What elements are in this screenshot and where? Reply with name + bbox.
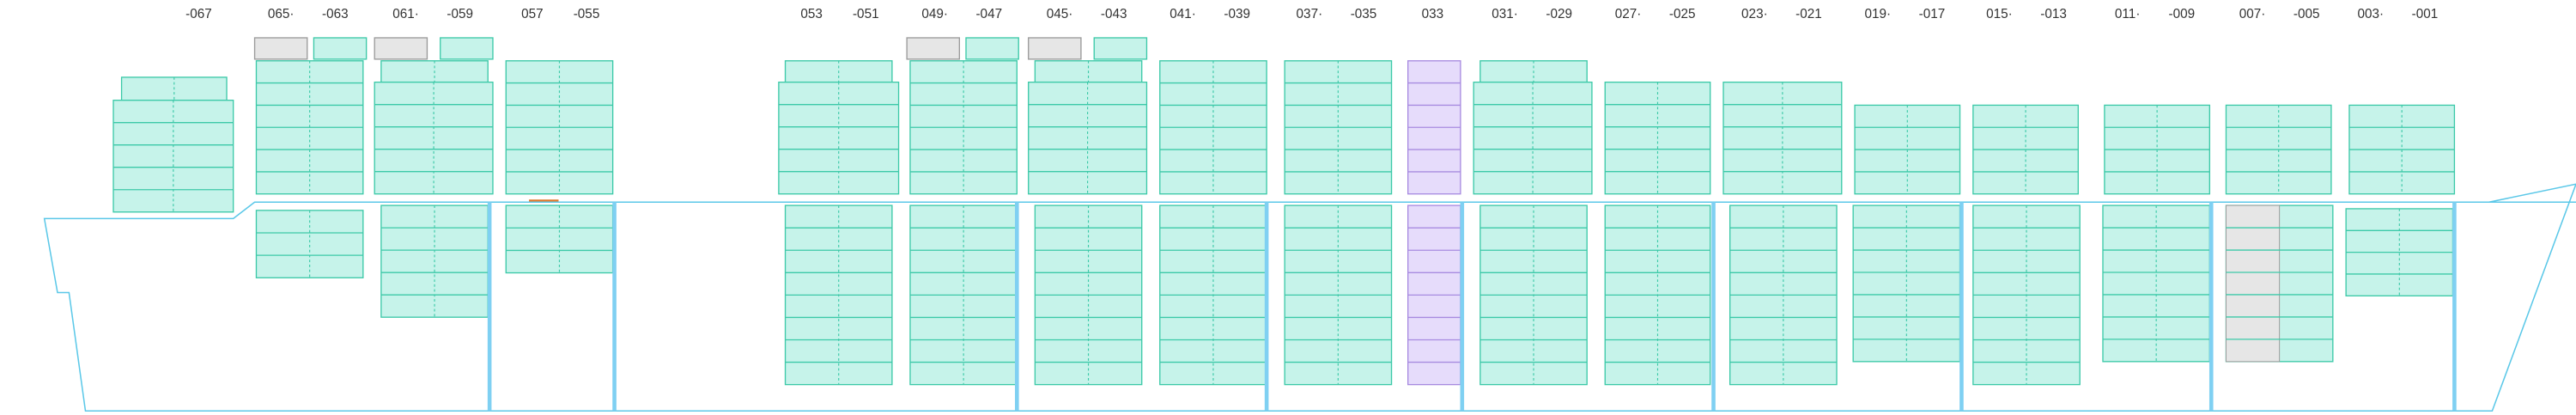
container-stack (1093, 37, 1148, 60)
bay-label: -029 (1546, 7, 1572, 21)
bay-label: -001 (2412, 7, 2439, 21)
bay-label: -059 (447, 7, 473, 21)
bay-label: 031· (1492, 7, 1518, 21)
empty-slot (2225, 204, 2281, 363)
bay-label: 011· (2115, 7, 2140, 21)
bay-label: 023· (1741, 7, 1768, 21)
bay-label: -013 (2040, 7, 2067, 21)
container-stack (253, 37, 308, 60)
bay-label: 061· (392, 7, 419, 21)
bay-label: -005 (2293, 7, 2320, 21)
bay-label: -063 (322, 7, 349, 21)
bay-label: 027· (1615, 7, 1642, 21)
container-stack (313, 37, 368, 60)
bay-label: 065· (268, 7, 295, 21)
bay-label: 041· (1170, 7, 1196, 21)
bay-label: 049· (921, 7, 948, 21)
container-stack (440, 37, 494, 60)
container-stack (906, 37, 961, 60)
bay-label: -043 (1101, 7, 1127, 21)
bay-label: 033 (1422, 7, 1444, 21)
hull-outline (43, 183, 2576, 412)
bay-label: -047 (975, 7, 1002, 21)
container-stack (965, 37, 1019, 60)
bay-label: -051 (853, 7, 879, 21)
container-stack (1852, 204, 1961, 363)
bay-label: 053 (800, 7, 823, 21)
bay-label: 019· (1865, 7, 1892, 21)
bay-label: 003· (2358, 7, 2385, 21)
bay-label: -055 (574, 7, 600, 21)
container-stack (1028, 37, 1082, 60)
container-stack (374, 37, 428, 60)
bay-label: -009 (2169, 7, 2196, 21)
bay-label: -035 (1351, 7, 1377, 21)
bay-label: -067 (185, 7, 212, 21)
bay-label: 007· (2239, 7, 2266, 21)
container-stack (2102, 204, 2211, 363)
bay-label: -025 (1669, 7, 1696, 21)
bay-label: -021 (1795, 7, 1822, 21)
bay-label: 057 (521, 7, 544, 21)
bay-label: -017 (1919, 7, 1946, 21)
bay-label: 045· (1047, 7, 1073, 21)
bay-label: 015· (1986, 7, 2013, 21)
bay-label: 037· (1297, 7, 1323, 21)
bay-label: -039 (1224, 7, 1250, 21)
